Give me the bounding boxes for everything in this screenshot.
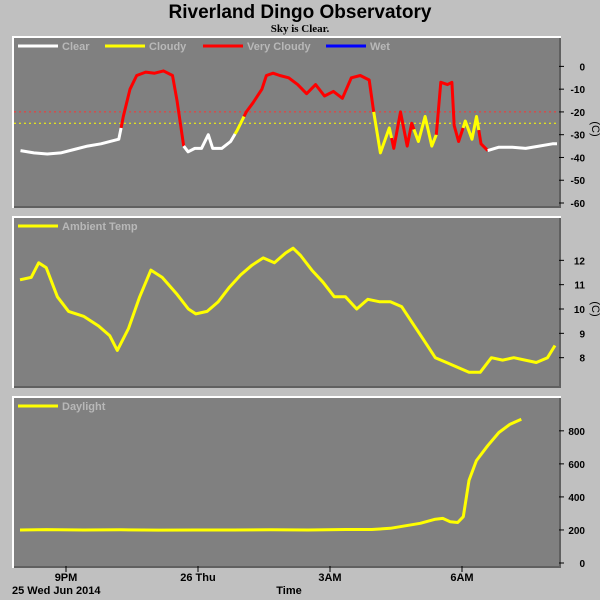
date-label: 25 Wed Jun 2014 xyxy=(12,585,101,597)
legend-label: Wet xyxy=(370,41,390,53)
y-tick-label: 400 xyxy=(568,493,585,504)
legend-label: Cloudy xyxy=(149,41,187,53)
y-tick-label: -30 xyxy=(571,131,586,142)
sky-temp-segment-clear xyxy=(20,127,123,156)
y-tick-label: 9 xyxy=(579,329,585,340)
sky-temp-segment-cloudy xyxy=(233,115,246,135)
legend-label: Very Cloudy xyxy=(247,41,311,53)
legend-label-ambient: Ambient Temp xyxy=(62,221,138,233)
sky-temp-segment-cloudy xyxy=(372,111,394,155)
legend-label-daylight: Daylight xyxy=(62,401,106,413)
y-axis-ambient: 12 11 10 9 8 (C) xyxy=(559,256,600,365)
sky-temp-segment-clear xyxy=(182,133,237,154)
y-axis-unit: (C) xyxy=(589,301,600,316)
chart-subtitle: Sky is Clear. xyxy=(271,23,330,35)
panel-plot-area xyxy=(14,218,559,386)
x-axis-label: Time xyxy=(276,585,301,597)
y-axis-unit: (C) xyxy=(589,121,600,136)
y-tick-label: -50 xyxy=(571,176,586,187)
series-line-ambient xyxy=(19,246,557,374)
sky-temp-segment-very-cloudy xyxy=(119,69,186,147)
y-axis-daylight: 800 600 400 200 0 xyxy=(559,427,585,570)
chart-title: Riverland Dingo Observatory xyxy=(169,2,432,23)
panels: 0 -10 -20 -30 -40 -50 -60 (C) Clear Cloudy Very Cl… xyxy=(12,36,600,570)
y-tick-label: -60 xyxy=(571,199,586,210)
x-tick-label: 6AM xyxy=(450,572,473,584)
sky-temp-segment-very-cloudy xyxy=(390,110,416,150)
x-tick-label: 26 Thu xyxy=(180,572,215,584)
x-axis: 9PM 26 Thu 3AM 6AM xyxy=(55,566,474,584)
y-tick-label: 12 xyxy=(574,256,586,267)
y-tick-label: 0 xyxy=(579,559,585,570)
panel-plot-area xyxy=(14,38,559,206)
y-tick-label: -20 xyxy=(571,108,586,119)
sky-temp-segment-very-cloudy xyxy=(477,129,489,152)
y-tick-label: -40 xyxy=(571,153,586,164)
y-tick-label: 0 xyxy=(579,62,585,73)
panel-ambient: 12 11 10 9 8 (C) Ambient Temp xyxy=(12,216,600,388)
series-line-daylight xyxy=(19,417,522,532)
x-tick-label: 9PM xyxy=(55,572,78,584)
y-tick-label: 200 xyxy=(568,526,585,537)
sky-temp-segment-very-cloudy xyxy=(242,71,376,118)
y-tick-label: -10 xyxy=(571,85,586,96)
panel-sky: 0 -10 -20 -30 -40 -50 -60 (C) Clear Cloudy Very Cl… xyxy=(12,36,600,210)
panel-daylight: 800 600 400 200 0 Daylight xyxy=(12,396,585,570)
y-axis-sky: 0 -10 -20 -30 -40 -50 -60 (C) xyxy=(559,62,600,210)
sky-legend: Clear Cloudy Very Cloudy Wet xyxy=(18,41,390,53)
legend-label: Clear xyxy=(62,41,90,53)
panel-plot-area xyxy=(14,398,559,566)
sky-temp-segment-cloudy xyxy=(461,115,481,141)
sky-temp-segment-very-cloudy xyxy=(434,80,465,143)
y-tick-label: 600 xyxy=(568,460,585,471)
sky-temp-segment-cloudy xyxy=(412,115,438,148)
y-tick-label: 10 xyxy=(574,305,586,316)
y-tick-label: 8 xyxy=(579,354,585,365)
y-tick-label: 800 xyxy=(568,427,585,438)
y-tick-label: 11 xyxy=(574,281,585,292)
sky-temp-segment-clear xyxy=(487,142,557,153)
x-tick-label: 3AM xyxy=(318,572,341,584)
